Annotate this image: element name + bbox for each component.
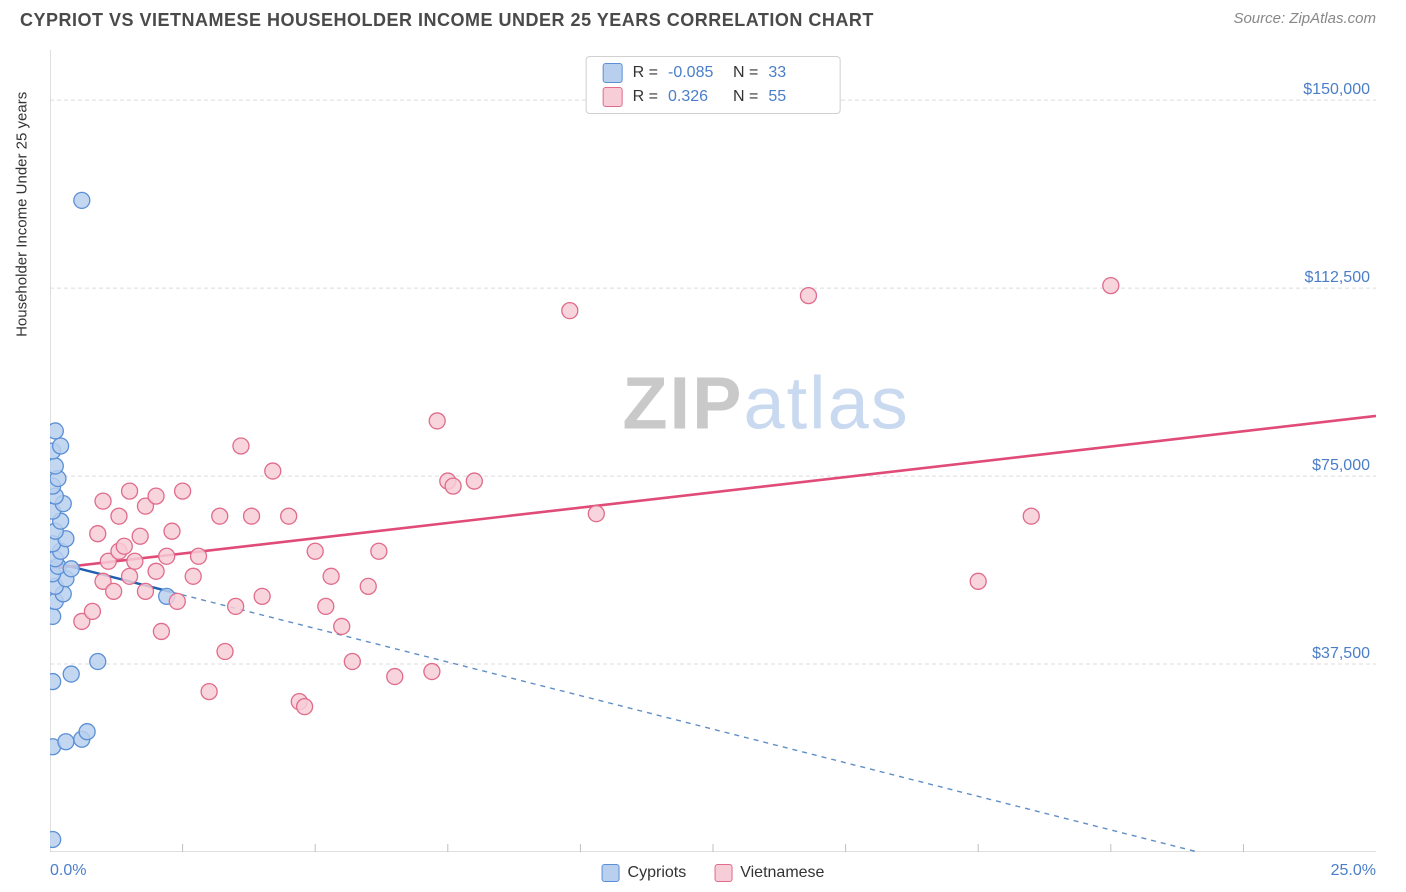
data-point — [164, 523, 180, 539]
stats-row: R = 0.326 N = 55 — [603, 85, 824, 109]
data-point — [360, 578, 376, 594]
data-point — [127, 553, 143, 569]
stats-r-label: R = — [633, 88, 658, 106]
data-point — [334, 618, 350, 634]
stats-legend-box: R = -0.085 N = 33 R = 0.326 N = 55 — [586, 56, 841, 114]
data-point — [191, 548, 207, 564]
data-point — [159, 548, 175, 564]
data-point — [344, 654, 360, 670]
data-point — [50, 458, 63, 474]
legend-swatch — [602, 864, 620, 882]
data-point — [387, 669, 403, 685]
data-point — [95, 493, 111, 509]
data-point — [111, 508, 127, 524]
data-point — [1103, 278, 1119, 294]
stats-swatch — [603, 87, 623, 107]
stats-r-value: 0.326 — [668, 88, 723, 106]
data-point — [90, 526, 106, 542]
data-point — [297, 699, 313, 715]
legend-item: Cypriots — [602, 864, 687, 882]
stats-r-value: -0.085 — [668, 64, 723, 82]
data-point — [562, 303, 578, 319]
y-tick-label: $112,500 — [1304, 269, 1370, 286]
y-tick-label: $75,000 — [1312, 457, 1370, 474]
data-point — [53, 438, 69, 454]
data-point — [228, 598, 244, 614]
data-point — [137, 583, 153, 599]
data-point — [132, 528, 148, 544]
data-point — [153, 623, 169, 639]
data-point — [148, 488, 164, 504]
data-point — [148, 563, 164, 579]
y-tick-label: $150,000 — [1303, 81, 1370, 98]
data-point — [212, 508, 228, 524]
data-point — [323, 568, 339, 584]
data-point — [466, 473, 482, 489]
data-point — [106, 583, 122, 599]
data-point — [307, 543, 323, 559]
data-point — [90, 654, 106, 670]
chart-header: CYPRIOT VS VIETNAMESE HOUSEHOLDER INCOME… — [0, 0, 1406, 37]
data-point — [116, 538, 132, 554]
data-point — [50, 423, 63, 439]
data-point — [58, 734, 74, 750]
data-point — [74, 192, 90, 208]
legend-label: Cypriots — [628, 864, 687, 882]
data-point — [122, 568, 138, 584]
data-point — [50, 674, 61, 690]
scatter-plot: $37,500 $75,000 $112,500 $150,000 — [50, 50, 1376, 852]
legend-item: Vietnamese — [714, 864, 824, 882]
data-point — [233, 438, 249, 454]
data-point — [254, 588, 270, 604]
data-point — [800, 288, 816, 304]
chart-source: Source: ZipAtlas.com — [1233, 10, 1376, 27]
data-point — [244, 508, 260, 524]
data-point — [175, 483, 191, 499]
data-point — [588, 506, 604, 522]
data-point — [281, 508, 297, 524]
chart-title: CYPRIOT VS VIETNAMESE HOUSEHOLDER INCOME… — [20, 10, 874, 31]
bottom-legend: Cypriots Vietnamese — [602, 864, 825, 882]
data-point — [50, 831, 61, 847]
stats-r-label: R = — [633, 64, 658, 82]
chart-container: Householder Income Under 25 years $37,50… — [50, 50, 1376, 852]
data-point — [122, 483, 138, 499]
x-axis-end-label: 25.0% — [1331, 862, 1376, 880]
stats-n-value: 33 — [768, 64, 823, 82]
data-point — [265, 463, 281, 479]
x-axis-start-label: 0.0% — [50, 862, 86, 880]
stats-n-value: 55 — [768, 88, 823, 106]
y-tick-label: $37,500 — [1312, 645, 1370, 662]
data-point — [371, 543, 387, 559]
data-point — [63, 561, 79, 577]
legend-swatch — [714, 864, 732, 882]
data-point — [970, 573, 986, 589]
data-point — [185, 568, 201, 584]
data-point — [50, 608, 61, 624]
y-axis-label: Householder Income Under 25 years — [14, 92, 31, 337]
data-point — [445, 478, 461, 494]
data-point — [429, 413, 445, 429]
data-point — [63, 666, 79, 682]
data-point — [201, 684, 217, 700]
data-point — [84, 603, 100, 619]
stats-n-label: N = — [733, 64, 758, 82]
stats-n-label: N = — [733, 88, 758, 106]
data-point — [79, 724, 95, 740]
data-point — [318, 598, 334, 614]
stats-row: R = -0.085 N = 33 — [603, 61, 824, 85]
legend-label: Vietnamese — [740, 864, 824, 882]
data-point — [169, 593, 185, 609]
stats-swatch — [603, 63, 623, 83]
data-point — [1023, 508, 1039, 524]
data-point — [217, 644, 233, 660]
data-point — [424, 664, 440, 680]
